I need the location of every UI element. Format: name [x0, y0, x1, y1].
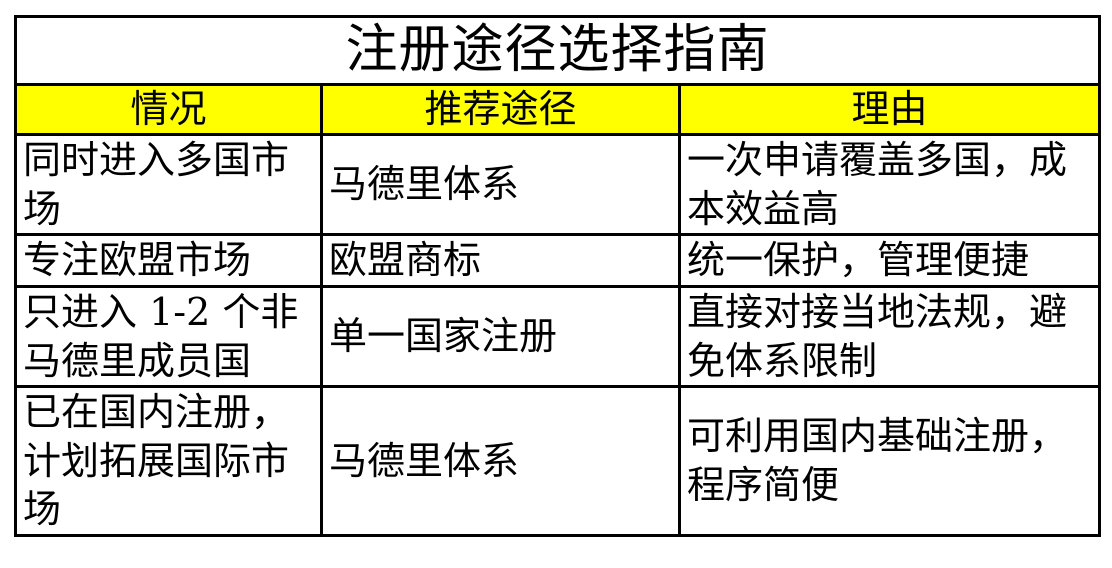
- cell-situation: 同时进入多国市场: [14, 132, 323, 237]
- cell-reason: 统一保护，管理便捷: [677, 233, 1102, 288]
- column-header-recommended-path: 推荐途径: [320, 83, 681, 136]
- table-row: 专注欧盟市场 欧盟商标 统一保护，管理便捷: [14, 233, 1102, 288]
- cell-recommended-path: 马德里体系: [320, 132, 681, 237]
- column-header-situation: 情况: [14, 83, 323, 136]
- table-header-row: 情况 推荐途径 理由: [14, 83, 1102, 136]
- table-title-row: 注册途径选择指南: [13, 15, 1102, 86]
- cell-recommended-path: 单一国家注册: [320, 284, 681, 389]
- cell-reason: 可利用国内基础注册，程序简便: [677, 385, 1102, 537]
- cell-recommended-path: 欧盟商标: [320, 233, 681, 288]
- table-title: 注册途径选择指南: [13, 15, 1102, 86]
- cell-recommended-path: 马德里体系: [320, 385, 681, 537]
- table-row: 同时进入多国市场 马德里体系 一次申请覆盖多国，成本效益高: [14, 132, 1102, 237]
- cell-reason: 直接对接当地法规，避免体系限制: [677, 284, 1102, 389]
- column-header-reason: 理由: [677, 83, 1102, 136]
- cell-situation: 只进入 1-2 个非马德里成员国: [14, 284, 323, 389]
- table-row: 只进入 1-2 个非马德里成员国 单一国家注册 直接对接当地法规，避免体系限制: [14, 284, 1102, 389]
- table-row: 已在国内注册，计划拓展国际市场 马德里体系 可利用国内基础注册，程序简便: [14, 385, 1102, 537]
- cell-situation: 专注欧盟市场: [14, 233, 323, 288]
- cell-situation: 已在国内注册，计划拓展国际市场: [14, 385, 323, 537]
- cell-reason: 一次申请覆盖多国，成本效益高: [677, 132, 1102, 237]
- registration-path-guide-table: 注册途径选择指南 情况 推荐途径 理由 同时进入多国市场 马德里体系 一次申请覆…: [13, 15, 1102, 537]
